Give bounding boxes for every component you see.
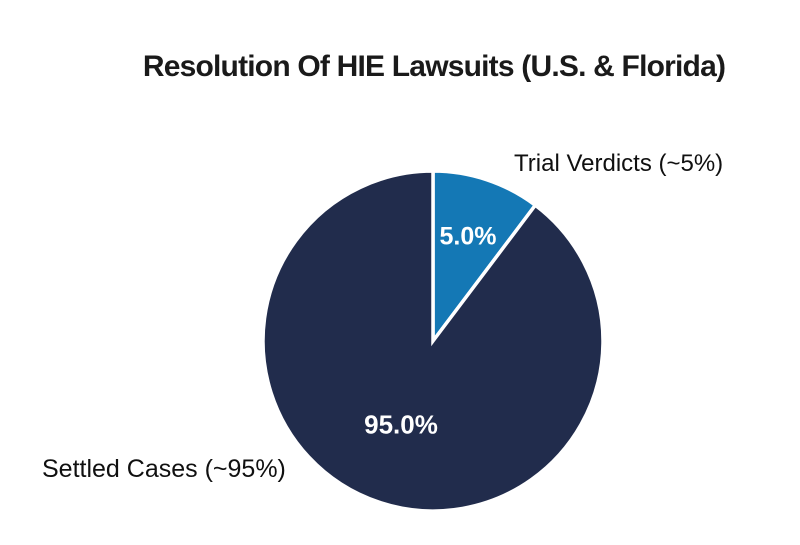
chart-title: Resolution Of HIE Lawsuits (U.S. & Flori… xyxy=(142,50,726,83)
label-settled-cases: Settled Cases (~95%) xyxy=(42,455,286,483)
value-settled-cases: 95.0% xyxy=(364,409,438,440)
value-trial-verdicts: 5.0% xyxy=(439,222,497,251)
pie-slice-trial-verdicts-5 xyxy=(431,169,538,347)
label-trial-verdicts: Trial Verdicts (~5%) xyxy=(514,150,724,177)
pie-slice-settled-cases-95 xyxy=(261,169,605,513)
